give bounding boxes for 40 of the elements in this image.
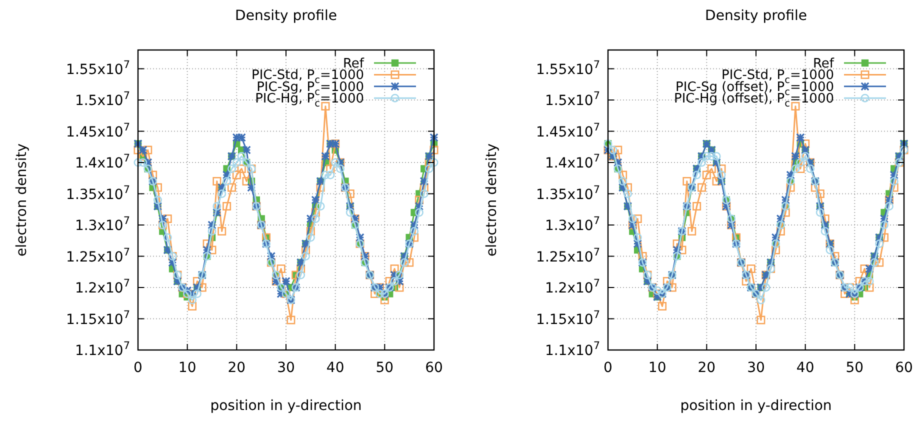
y-tick-label: 1.15x10$^{7}$ xyxy=(536,308,600,328)
y-tick-label: 1.5x10$^{7}$ xyxy=(74,90,130,109)
y-tick-label: 1.55x10$^{7}$ xyxy=(66,58,130,78)
x-tick-label: 40 xyxy=(796,360,814,376)
x-tick-label: 30 xyxy=(747,360,765,376)
y-axis-title: electron density xyxy=(484,144,500,256)
x-tick-label: 40 xyxy=(326,360,344,376)
y-tick-label: 1.25x10$^{7}$ xyxy=(536,246,600,266)
y-tick-label: 1.45x10$^{7}$ xyxy=(536,121,600,140)
x-tick-label: 50 xyxy=(846,360,864,376)
chart-title: Density profile xyxy=(235,8,337,24)
chart-title: Density profile xyxy=(705,8,807,24)
x-tick-label: 10 xyxy=(648,360,666,376)
y-tick-label: 1.2x10$^{7}$ xyxy=(544,278,600,296)
x-tick-label: 20 xyxy=(228,360,246,376)
x-tick-label: 60 xyxy=(425,360,443,376)
y-tick-label: 1.1x10$^{7}$ xyxy=(74,340,130,359)
y-tick-label: 1.35x10$^{7}$ xyxy=(66,184,130,203)
x-tick-label: 50 xyxy=(376,360,394,376)
x-tick-label: 30 xyxy=(277,360,295,376)
y-tick-label: 1.55x10$^{7}$ xyxy=(536,58,600,78)
x-tick-label: 10 xyxy=(178,360,196,376)
x-tick-label: 60 xyxy=(895,360,913,376)
y-tick-label: 1.3x10$^{7}$ xyxy=(544,215,600,234)
x-tick-label: 0 xyxy=(134,360,142,376)
y-tick-label: 1.5x10$^{7}$ xyxy=(544,90,600,109)
y-tick-label: 1.25x10$^{7}$ xyxy=(66,246,130,266)
x-axis-title: position in y-direction xyxy=(210,398,362,414)
y-tick-label: 1.3x10$^{7}$ xyxy=(74,215,130,234)
x-tick-label: 20 xyxy=(698,360,716,376)
y-tick-label: 1.35x10$^{7}$ xyxy=(536,184,600,203)
y-tick-label: 1.4x10$^{7}$ xyxy=(74,152,130,172)
y-axis-title: electron density xyxy=(14,144,30,256)
x-tick-label: 0 xyxy=(604,360,612,376)
x-axis-title: position in y-direction xyxy=(680,398,832,414)
y-tick-label: 1.45x10$^{7}$ xyxy=(66,121,130,140)
y-tick-label: 1.2x10$^{7}$ xyxy=(74,278,130,296)
y-tick-label: 1.4x10$^{7}$ xyxy=(544,152,600,172)
y-tick-label: 1.15x10$^{7}$ xyxy=(66,308,130,328)
y-tick-label: 1.1x10$^{7}$ xyxy=(544,340,600,359)
